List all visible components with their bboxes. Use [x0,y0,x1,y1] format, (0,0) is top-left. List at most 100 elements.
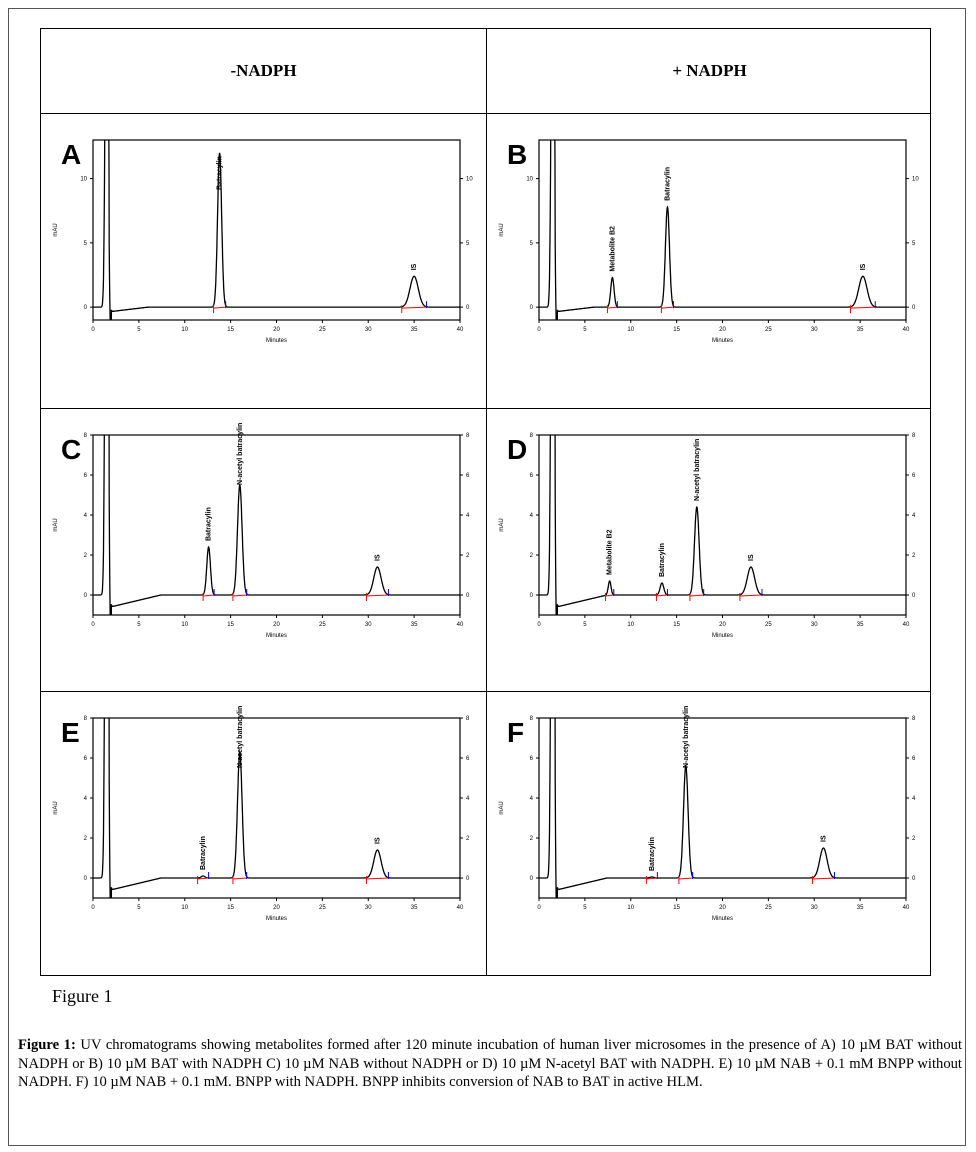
chromatogram-trace [93,435,460,615]
x-tick-label: 20 [719,905,726,911]
y-tick-label-left: 4 [530,513,534,519]
y-tick-label-right: 0 [466,593,470,599]
x-tick-label: 15 [227,327,234,333]
y-tick-label-right: 5 [912,241,916,247]
peak-label: Batracylin [664,167,671,201]
y-tick-label-left: 6 [530,756,534,762]
x-tick-label: 25 [765,327,772,333]
y-tick-label-right: 8 [912,716,916,722]
y-axis-label: mAU [499,518,505,531]
integration-baseline [366,594,389,597]
panel-a: A 0 5 10 15 20 25 30 35 40 0 0 5 5 10 10 Minutes mAU Batra… [41,114,486,408]
y-tick-label-right: 10 [466,177,473,183]
y-tick-label-left: 2 [530,553,534,559]
x-tick-label: 5 [137,905,141,911]
y-tick-label-left: 10 [80,177,87,183]
y-tick-label-left: 6 [530,473,534,479]
figure-label: Figure 1 [52,986,113,1006]
integration-baseline [656,594,668,597]
y-tick-label-left: 5 [530,241,534,247]
y-tick-label-left: 10 [526,177,533,183]
peak-label: IS [411,263,418,270]
y-tick-label-left: 2 [84,553,88,559]
y-tick-label-right: 2 [466,836,470,842]
x-tick-label: 30 [365,905,372,911]
x-tick-label: 10 [181,905,188,911]
column-header-plus-nadph: + NADPH [672,61,747,80]
figure-table: -NADPH + NADPH A 0 5 10 15 20 25 30 35 40 0 0 5 5 10 10… [40,28,931,976]
y-tick-label-left: 0 [84,305,88,311]
peak-label: N-acetyl batracylin [237,706,244,768]
integration-baseline [401,306,427,309]
y-axis-label: mAU [499,801,505,814]
x-axis-label: Minutes [266,338,287,344]
x-tick-label: 30 [811,327,818,333]
y-tick-label-right: 4 [466,513,470,519]
caption-lead: Figure 1: [18,1037,76,1053]
panel-letter: E [61,717,80,748]
y-tick-label-left: 0 [530,593,534,599]
y-tick-label-right: 0 [466,876,470,882]
x-tick-label: 15 [673,327,680,333]
integration-baseline [850,306,876,309]
peak-label: IS [374,837,381,844]
x-axis-label: Minutes [266,633,287,639]
column-header-minus-nadph: -NADPH [230,61,297,80]
y-tick-label-right: 6 [466,473,470,479]
figure-frame [8,8,966,1146]
y-tick-label-right: 0 [912,593,916,599]
y-tick-label-left: 4 [84,796,88,802]
integration-baseline [678,877,693,880]
x-tick-label: 5 [583,905,587,911]
plot-frame [92,717,461,899]
y-tick-label-right: 0 [466,305,470,311]
integration-baseline [607,306,618,309]
x-tick-label: 10 [627,905,634,911]
integration-baseline [203,594,215,597]
peak-label: N-acetyl batracylin [683,706,690,768]
y-tick-label-right: 4 [466,796,470,802]
peak-label: N-acetyl batracylin [237,423,244,485]
plot-frame [92,139,461,321]
y-tick-label-right: 6 [912,756,916,762]
panel-e: E 0 5 10 15 20 25 30 35 40 0 0 2 2 4 4 6 6 8 8 Minutes mAU Bat… [41,692,486,976]
x-tick-label: 10 [627,622,634,628]
chromatogram-trace [93,140,460,320]
x-tick-label: 5 [583,622,587,628]
chromatogram-trace [539,718,906,898]
x-tick-label: 0 [537,905,541,911]
x-tick-label: 40 [903,905,910,911]
row-divider [41,691,930,692]
integration-baseline [366,877,389,880]
x-tick-label: 30 [365,622,372,628]
chromatogram-d: D 0 5 10 15 20 25 30 35 40 0 0 2 2 4 4 6 6 8 8 Minutes mAU Met… [499,433,916,639]
peak-label: Batracylin [659,543,666,577]
y-tick-label-right: 0 [912,876,916,882]
x-tick-label: 40 [903,622,910,628]
y-axis-label: mAU [53,518,59,531]
x-tick-label: 10 [181,327,188,333]
y-tick-label-right: 6 [466,756,470,762]
y-tick-label-left: 6 [84,473,88,479]
y-tick-label-right: 5 [466,241,470,247]
panel-letter: B [507,139,527,170]
x-tick-label: 0 [91,327,95,333]
y-axis-label: mAU [53,801,59,814]
y-tick-label-right: 2 [912,836,916,842]
x-tick-label: 15 [227,622,234,628]
x-tick-label: 40 [457,622,464,628]
x-tick-label: 30 [365,327,372,333]
y-tick-label-right: 0 [912,305,916,311]
y-axis-label: mAU [53,223,59,236]
x-axis-label: Minutes [712,633,733,639]
y-tick-label-left: 0 [530,305,534,311]
panel-d: D 0 5 10 15 20 25 30 35 40 0 0 2 2 4 4 6 6 8 8 Minutes mAU Met… [487,409,932,691]
x-tick-label: 15 [227,905,234,911]
y-tick-label-right: 4 [912,796,916,802]
integration-baseline [812,877,835,880]
y-tick-label-right: 8 [466,433,470,439]
y-tick-label-right: 8 [466,716,470,722]
x-tick-label: 0 [537,327,541,333]
column-divider [486,29,487,975]
integration-baseline [739,594,762,597]
